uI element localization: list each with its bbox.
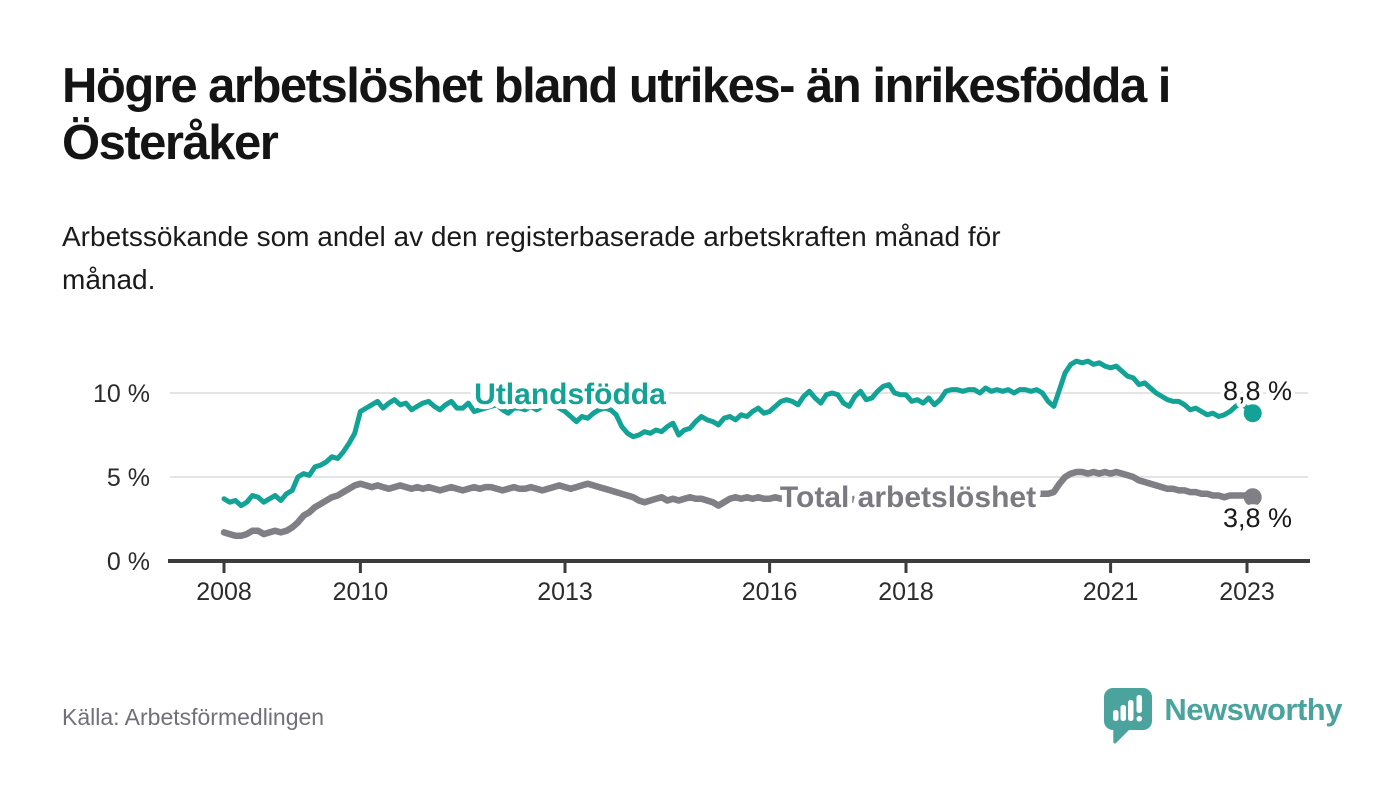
- end-value-label-utlandsfodda: 8,8 %: [1223, 376, 1292, 406]
- brand-name: Newsworthy: [1164, 691, 1342, 727]
- x-axis-label-2018: 2018: [878, 578, 934, 606]
- series-label-total: Total arbetslöshet: [780, 481, 1036, 514]
- brand-logo: Newsworthy: [1104, 688, 1342, 744]
- newsworthy-bubble-icon: [1104, 688, 1153, 744]
- y-axis-label-10: 10 %: [93, 380, 150, 408]
- source-note: Källa: Arbetsförmedlingen: [62, 704, 325, 730]
- end-value-label-total: 3,8 %: [1223, 503, 1292, 533]
- end-dot-utlandsfodda: [1243, 404, 1262, 423]
- y-axis-label-5: 5 %: [107, 464, 150, 492]
- x-axis-label-2021: 2021: [1083, 578, 1139, 606]
- series-line-total: [220, 468, 1256, 540]
- x-axis-label-2023: 2023: [1219, 578, 1275, 606]
- y-axis-label-0: 0 %: [107, 548, 150, 576]
- x-axis-label-2008: 2008: [196, 578, 252, 606]
- subtitle-line-2: månad.: [62, 264, 156, 296]
- x-axis-label-2010: 2010: [333, 578, 389, 606]
- page-title: Högre arbetslöshet bland utrikes- än inr…: [62, 58, 1362, 172]
- subtitle-line-1: Arbetssökande som andel av den registerb…: [62, 221, 1001, 252]
- series-line-utlandsfodda: [221, 358, 1256, 509]
- chart-subtitle: Arbetssökande som andel av den registerb…: [62, 215, 1352, 302]
- series-label-utlandsfodda: Utlandsfödda: [474, 378, 666, 411]
- x-axis-label-2013: 2013: [537, 578, 593, 606]
- title-line-2: Österåker: [62, 115, 279, 170]
- x-axis-label-2016: 2016: [742, 578, 798, 606]
- title-line-1: Högre arbetslöshet bland utrikes- än inr…: [62, 59, 1171, 113]
- end-dot-total: [1243, 488, 1262, 507]
